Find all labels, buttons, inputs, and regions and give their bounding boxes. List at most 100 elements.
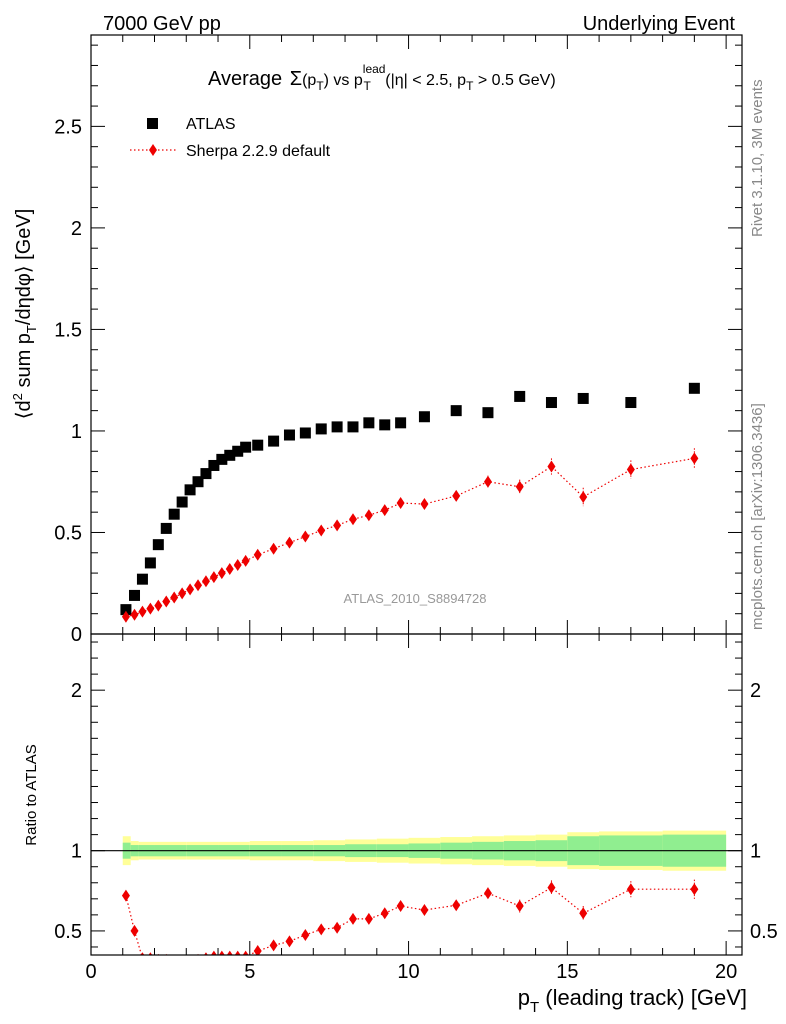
legend-label-sherpa: Sherpa 2.2.9 default [186,143,331,160]
atlas-data-point [129,589,141,601]
y-tick-label: 1.5 [54,319,82,341]
atlas-data-point [577,392,589,404]
sherpa-data-point [194,579,203,592]
atlas-data-point [268,435,280,447]
atlas-data-point [688,382,700,394]
sherpa-ratio-point [121,889,130,902]
sherpa-data-point [420,498,429,511]
atlas-data-point [184,484,196,496]
sherpa-ratio-point [157,953,160,955]
sherpa-ratio-point [420,904,429,917]
y-tick-label: 1 [71,421,82,443]
sherpa-ratio-group [121,879,699,967]
sherpa-ratio-point [547,881,556,894]
sherpa-ratio-point [396,900,405,913]
sherpa-ratio-point [242,950,249,955]
atlas-data-point [315,423,327,435]
sherpa-ratio-point [140,952,145,955]
sherpa-data-point [225,563,234,576]
sherpa-data-point [515,480,524,493]
ratio-plot-frame [90,633,743,956]
sherpa-ratio-point [178,955,186,967]
x-tick-label: 10 [397,961,419,983]
sherpa-ratio-point [269,939,278,952]
atlas-data-point [136,573,148,585]
sherpa-ratio-point [333,921,342,934]
sherpa-ratio-point [515,900,524,913]
sherpa-data-point [333,519,342,532]
atlas-data-point [232,445,244,457]
sherpa-ratio-point [204,952,208,955]
atlas-data-point [120,604,132,616]
sherpa-data-point [178,587,187,600]
ratio-band-group [91,830,742,871]
sherpa-data-point [253,548,262,561]
atlas-data-point [331,421,343,433]
sherpa-ratio-line [125,886,695,955]
sherpa-data-point [452,489,461,502]
ratio-tick-label-left: 2 [71,680,82,702]
sherpa-ratio-point [186,955,194,967]
atlas-data-point [252,439,264,451]
sherpa-data-point [138,605,147,618]
x-tick-label: 20 [715,961,737,983]
sherpa-data-point [241,554,250,567]
sherpa-ratio-point [253,944,262,955]
sherpa-line [125,457,695,618]
sherpa-ratio-point [626,883,635,896]
ratio-tick-label-right: 2 [750,680,761,702]
atlas-data-point [482,407,494,419]
sherpa-ratio-point [197,953,199,955]
header-right: Underlying Event [583,13,736,35]
sherpa-data-point [380,504,389,517]
sherpa-ratio-point [226,950,233,955]
sherpa-data-point [217,567,226,580]
sherpa-data-point [121,610,130,623]
sherpa-data-point [209,571,218,584]
atlas-data-point [347,421,359,433]
ratio-y-axis-label: Ratio to ATLAS [23,744,40,845]
sherpa-ratio-point [234,950,241,955]
sherpa-data-point [162,595,171,608]
legend: ATLAS Sherpa 2.2.9 default [130,116,331,160]
y-tick-label: 2 [71,218,82,240]
sherpa-ratio-point [285,935,294,948]
sherpa-data-point [579,490,588,503]
atlas-data-point [625,397,637,409]
rivet-label: Rivet 3.1.10, 3M events [749,79,766,237]
x-axis-label: pT (leading track) [GeV] [518,985,747,1016]
sherpa-data-point [170,591,179,604]
sherpa-data-point [233,558,242,571]
atlas-data-point [208,459,220,471]
legend-marker-atlas [147,118,158,129]
atlas-data-point [176,496,188,508]
atlas-data-point [545,397,557,409]
sherpa-ratio-point [218,950,225,955]
sherpa-data-point [626,463,635,476]
sherpa-data-point [690,452,699,465]
atlas-data-point [192,476,204,488]
sherpa-ratio-point [170,955,178,967]
legend-marker-sherpa [149,144,157,156]
atlas-data-point [363,417,375,429]
atlas-data-point [379,419,391,431]
sherpa-data-point [154,599,163,612]
atlas-data-point [299,427,311,439]
atlas-data-point [152,539,164,551]
analysis-watermark: ATLAS_2010_S8894728 [344,591,487,606]
x-tick-label: 15 [556,961,578,983]
atlas-data-point [144,557,156,569]
ratio-tick-label-left: 1 [71,841,82,863]
sherpa-data-point [547,460,556,473]
marks-group [120,382,700,967]
atlas-data-point [450,405,462,417]
ratio-tick-label-right: 0.5 [750,921,778,943]
plot-title: Average Σ(pT) vs plead T (|η| < 2.5, pT >… [208,62,556,93]
sherpa-ratio-point [452,899,461,912]
header-left: 7000 GeV pp [103,13,221,35]
sherpa-data-point [201,575,210,588]
atlas-data-point [395,417,407,429]
atlas-data-point [283,429,295,441]
